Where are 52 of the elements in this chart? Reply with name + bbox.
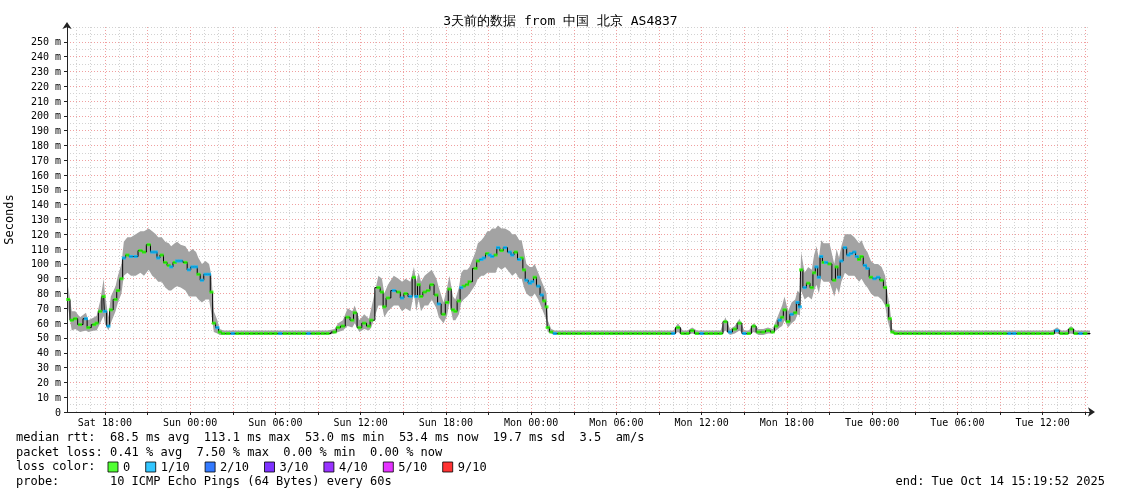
x-tick-label: Sun 06:00 bbox=[248, 416, 303, 428]
y-tick-label: 80 m bbox=[36, 288, 61, 300]
legend-label: 4/10 bbox=[338, 460, 368, 474]
chart-title: 3天前的数据 from 中国 北京 AS4837 bbox=[443, 13, 678, 28]
x-tick-label: Tue 06:00 bbox=[930, 416, 985, 428]
y-tick-label: 190 m bbox=[30, 125, 61, 137]
y-tick-label: 70 m bbox=[36, 302, 61, 314]
x-tick-label: Sat 18:00 bbox=[77, 416, 132, 428]
legend-label: 1/10 bbox=[160, 460, 190, 474]
y-tick-label: 140 m bbox=[30, 199, 61, 211]
y-axis-title: Seconds bbox=[2, 194, 16, 245]
y-tick-label: 230 m bbox=[30, 65, 61, 77]
y-tick-label: 200 m bbox=[30, 110, 61, 122]
x-tick-label: Mon 00:00 bbox=[504, 416, 559, 428]
y-tick-label: 0 bbox=[54, 406, 61, 418]
text: median rtt: 68.5 ms avg 113.1 ms max 53.0 ms min 53.4 ms now 19.7 ms sd 3.5 am/s bbox=[16, 430, 645, 444]
y-tick-label: 180 m bbox=[30, 139, 61, 151]
text: probe: 10 ICMP Echo Pings (64 Bytes) every 60s bbox=[16, 473, 392, 488]
x-tick-label: Mon 12:00 bbox=[674, 416, 729, 428]
legend-label: 3/10 bbox=[279, 460, 309, 474]
x-tick-label: Mon 18:00 bbox=[759, 416, 814, 428]
y-tick-label: 20 m bbox=[36, 376, 61, 388]
y-tick-label: 160 m bbox=[30, 169, 61, 181]
x-tick-label: Mon 06:00 bbox=[589, 416, 644, 428]
y-tick-label: 150 m bbox=[30, 184, 61, 196]
x-tick-label: Sun 18:00 bbox=[418, 416, 473, 428]
y-tick-label: 40 m bbox=[36, 347, 61, 359]
legend-title: loss color: bbox=[16, 459, 96, 473]
y-tick-label: 10 m bbox=[36, 391, 61, 403]
legend-label: 5/10 bbox=[398, 460, 428, 474]
y-tick-label: 90 m bbox=[36, 273, 61, 285]
x-tick-label: Sun 00:00 bbox=[163, 416, 218, 428]
y-tick-label: 110 m bbox=[30, 243, 61, 255]
y-tick-label: 50 m bbox=[36, 332, 61, 344]
y-tick-label: 120 m bbox=[30, 228, 61, 240]
text: end: Tue Oct 14 15:19:52 2025 bbox=[895, 473, 1105, 488]
text: packet loss: 0.41 % avg 7.50 % max 0.00 % min 0.00 % now bbox=[16, 444, 443, 459]
x-tick-label: Tue 00:00 bbox=[845, 416, 900, 428]
legend-label: 0 bbox=[122, 460, 131, 474]
y-tick-label: 130 m bbox=[30, 214, 61, 225]
x-tick-label: Sun 12:00 bbox=[333, 416, 388, 428]
y-tick-label: 100 m bbox=[30, 258, 61, 270]
y-tick-label: 170 m bbox=[30, 154, 61, 166]
x-tick-label: Tue 12:00 bbox=[1015, 416, 1070, 428]
y-tick-label: 30 m bbox=[36, 362, 61, 374]
y-tick-label: 220 m bbox=[30, 80, 61, 92]
y-tick-label: 60 m bbox=[36, 317, 61, 329]
y-tick-label: 210 m bbox=[30, 95, 61, 107]
legend-label: 2/10 bbox=[220, 460, 250, 474]
y-tick-label: 250 m bbox=[30, 36, 61, 48]
legend-label: 9/10 bbox=[457, 460, 487, 474]
y-tick-label: 240 m bbox=[30, 51, 61, 63]
